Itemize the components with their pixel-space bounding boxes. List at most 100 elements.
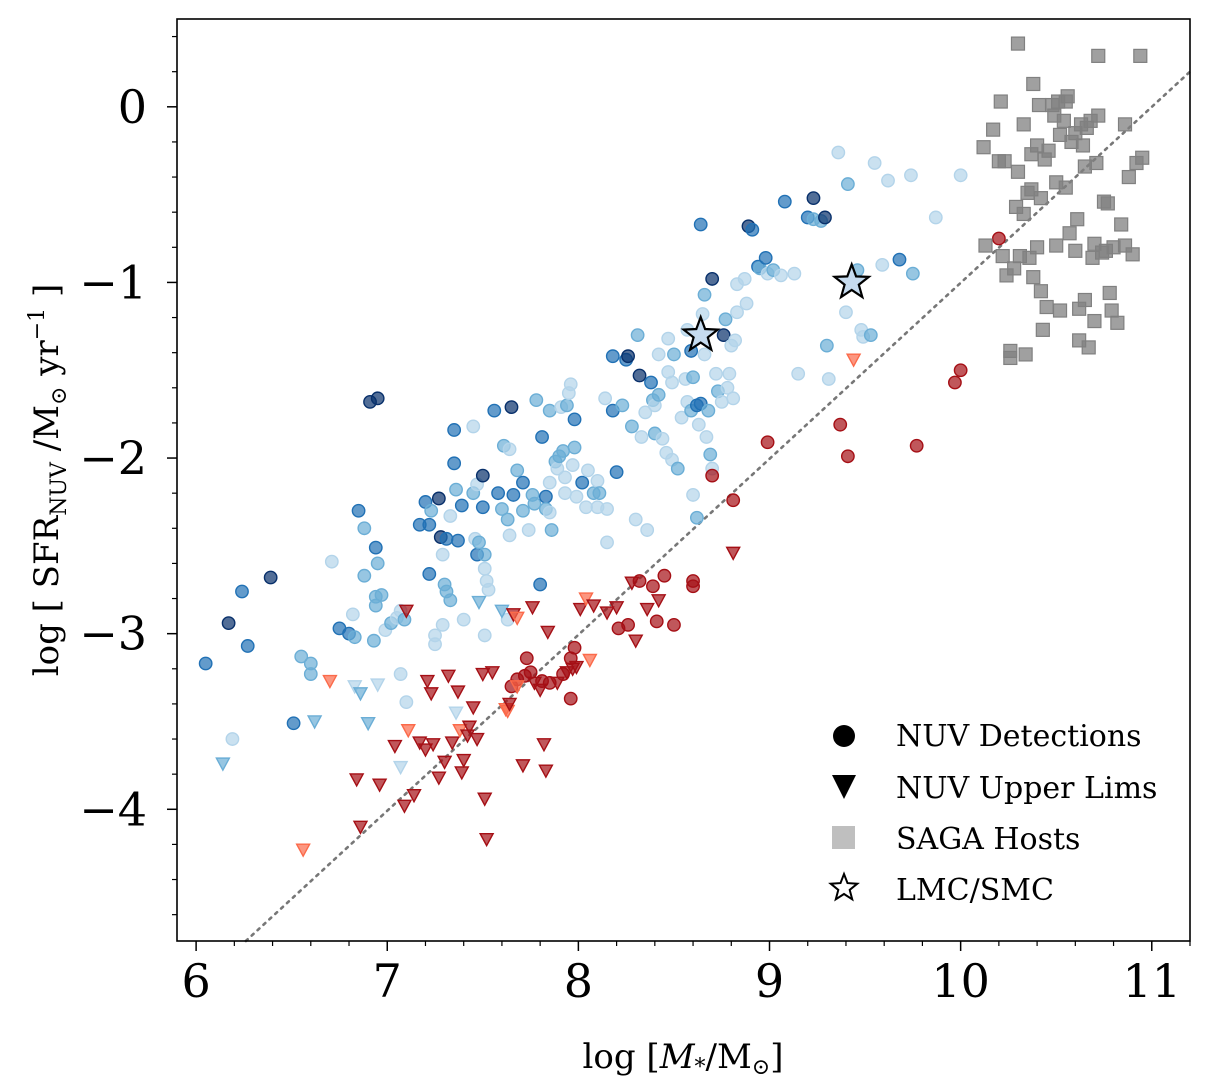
saga-host-point <box>1031 97 1047 113</box>
legend-triangle-marker <box>832 775 856 799</box>
detection-point <box>605 349 620 364</box>
detection-point <box>630 328 645 343</box>
detection-point <box>774 268 788 283</box>
detection-point <box>705 468 720 483</box>
saga-host-point <box>1135 150 1150 165</box>
detection-point <box>487 403 502 418</box>
detection-point <box>565 458 580 472</box>
detection-point <box>435 617 450 632</box>
detection-point <box>221 616 236 631</box>
upper-limit-point <box>387 739 403 755</box>
detection-point <box>575 475 590 490</box>
detection-point <box>646 579 660 594</box>
detection-point <box>347 630 362 645</box>
saga-host-point <box>1016 206 1031 222</box>
saga-host-point <box>1007 261 1022 276</box>
detection-point <box>863 328 878 343</box>
detection-point <box>263 570 278 585</box>
detection-point <box>928 210 943 225</box>
upper-limit-point <box>572 602 588 618</box>
upper-limit-point <box>725 546 741 561</box>
detection-point <box>542 505 557 520</box>
y-tick-label: −2 <box>79 431 147 485</box>
detection-point <box>787 266 802 281</box>
upper-limit-point <box>431 771 447 786</box>
x-axis-label: log [M*/M⊙] <box>583 1037 784 1080</box>
detection-point <box>345 607 360 622</box>
detection-point <box>714 394 729 409</box>
detection-point <box>758 250 773 265</box>
detection-point <box>581 463 595 478</box>
detection-point <box>670 461 685 476</box>
detection-point <box>909 438 924 453</box>
detection-point <box>504 400 519 415</box>
saga-host-point <box>1016 117 1031 132</box>
upper-limit-point <box>417 743 434 758</box>
saga-host-point <box>986 122 1001 137</box>
upper-limit-point <box>478 832 495 848</box>
saga-host-point <box>995 248 1010 264</box>
upper-limit-point <box>538 764 554 779</box>
detection-point <box>699 430 714 444</box>
upper-limit-point <box>412 736 428 751</box>
detection-point <box>240 639 255 653</box>
detection-point <box>368 540 383 555</box>
detection-point <box>953 363 968 378</box>
saga-host-point <box>1081 340 1096 355</box>
detection-point <box>538 489 553 504</box>
detection-point <box>655 431 670 446</box>
saga-host-point <box>1121 169 1136 185</box>
detection-point <box>502 442 517 457</box>
detection-point <box>667 347 681 362</box>
legend-square-marker <box>832 826 855 849</box>
upper-limit-point <box>456 753 472 769</box>
detection-point <box>667 617 681 632</box>
y-axis-label: log [ SFRNUV /M⊙ yr−1 ] <box>25 284 72 676</box>
legend-item-upper-lims: NUV Upper Lims <box>832 771 1157 806</box>
upper-limit-point <box>398 604 415 619</box>
upper-limit-point <box>215 757 231 772</box>
saga-host-point <box>1102 285 1117 301</box>
upper-limit-point <box>469 732 485 748</box>
legend-circle-marker <box>833 725 855 747</box>
detection-point <box>649 614 664 629</box>
detection-point <box>294 649 309 664</box>
saga-host-point <box>1041 143 1056 158</box>
saga-host-point <box>997 154 1012 169</box>
saga-host-point <box>1114 217 1129 232</box>
detection-point <box>600 535 614 550</box>
upper-limit-point <box>306 715 323 730</box>
detection-point <box>640 523 655 537</box>
detection-point <box>481 582 496 597</box>
detection-point <box>705 272 720 286</box>
detection-point <box>818 210 832 225</box>
detection-point <box>428 637 442 652</box>
detection-point <box>567 440 582 455</box>
saga-host-point <box>1060 89 1075 104</box>
upper-limit-point <box>549 676 566 691</box>
detection-point <box>558 486 572 501</box>
detection-point <box>693 217 708 232</box>
upper-limit-point <box>465 701 481 716</box>
upper-limit-point <box>608 601 625 616</box>
detection-point <box>435 547 450 562</box>
detection-point <box>495 502 509 516</box>
detection-point <box>651 347 666 362</box>
saga-host-point <box>1068 243 1083 258</box>
detection-point <box>443 593 458 608</box>
detection-point <box>905 266 920 281</box>
x-tick-label: 9 <box>755 954 784 1008</box>
detection-point <box>351 503 366 518</box>
ticks-layer: 6 7 8 9 10 11 0 −1 −2 −3 −4 <box>79 35 1191 1008</box>
saga-host-point <box>1039 299 1054 315</box>
detection-point <box>691 417 706 432</box>
legend-item-detections: NUV Detections <box>833 719 1142 754</box>
reference-line <box>244 70 1192 943</box>
detection-point <box>867 156 882 170</box>
detection-point <box>651 387 666 402</box>
detection-point <box>718 312 733 327</box>
saga-host-point <box>1026 76 1041 92</box>
upper-limit-point <box>515 759 531 774</box>
saga-host-point <box>1033 284 1049 299</box>
upper-limit-point <box>392 760 409 776</box>
